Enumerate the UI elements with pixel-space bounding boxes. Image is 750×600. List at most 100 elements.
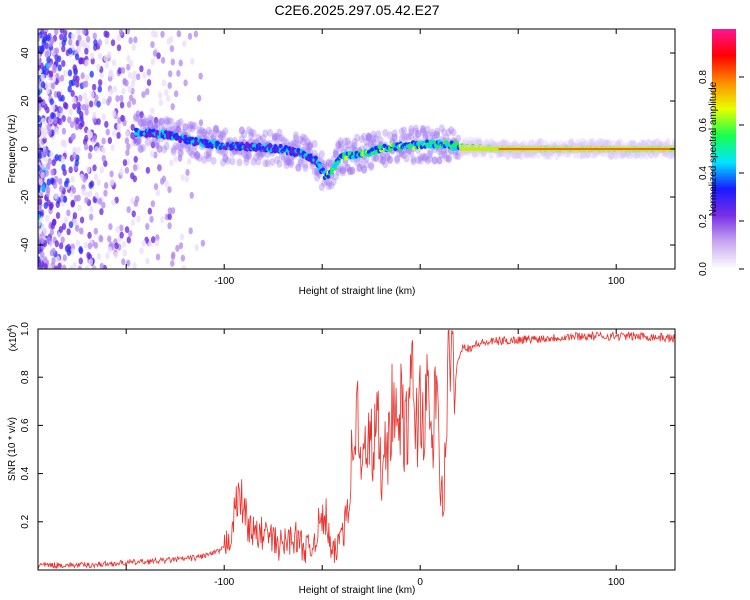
heatmap-cell [394, 156, 401, 165]
heatmap-cell [91, 83, 97, 91]
heatmap-cell [412, 124, 419, 133]
heatmap-cell [116, 44, 122, 52]
heatmap-cell [131, 43, 136, 51]
heatmap-cell [38, 64, 41, 72]
heatmap-cell [62, 254, 67, 262]
heatmap-cell [147, 114, 154, 123]
heatmap-cell [401, 126, 408, 135]
heatmap-cell [308, 153, 313, 159]
heatmap-cell [321, 178, 328, 187]
heatmap-cell [166, 37, 171, 45]
heatmap-cell [626, 151, 633, 160]
heatmap-cell [124, 166, 130, 174]
heatmap-cell [537, 138, 544, 147]
heatmap-cell [53, 117, 58, 125]
heatmap-cell [113, 251, 119, 259]
heatmap-cell [220, 148, 227, 157]
heatmap-cell [182, 122, 189, 131]
heatmap-cell [408, 149, 415, 158]
heatmap-cell [38, 144, 41, 152]
heatmap-cell [405, 132, 412, 141]
heatmap-cell [224, 156, 231, 165]
heatmap-cell [99, 71, 104, 79]
heatmap-cell [589, 137, 596, 146]
heatmap-cell [160, 30, 165, 38]
heatmap-cell [124, 130, 130, 138]
heatmap-cell [66, 248, 72, 256]
heatmap-cell [110, 39, 116, 47]
heatmap-cell [377, 136, 384, 145]
heatmap-cell [132, 163, 138, 171]
spectrogram-ylabel: Frequency (Hz) [7, 115, 18, 184]
heatmap-cell [156, 118, 163, 127]
heatmap-cell [290, 139, 297, 148]
heatmap-cell [99, 166, 104, 174]
heatmap-cell [158, 117, 165, 126]
heatmap-cell [154, 142, 160, 150]
heatmap-cell [133, 36, 138, 44]
heatmap-cell [126, 54, 131, 62]
heatmap-cell [302, 134, 309, 143]
heatmap-cell [142, 118, 149, 127]
heatmap-cell [274, 155, 281, 164]
heatmap-cell [337, 163, 344, 172]
heatmap-cell [82, 29, 87, 36]
heatmap-cell [96, 63, 101, 71]
heatmap-cell [76, 29, 82, 35]
heatmap-cell [190, 57, 195, 65]
heatmap-cell [196, 129, 203, 138]
heatmap-cell [304, 137, 311, 146]
heatmap-cell [49, 177, 55, 185]
heatmap-cell [58, 106, 64, 114]
heatmap-cell [78, 227, 84, 235]
heatmap-cell [135, 110, 141, 118]
heatmap-cell [84, 59, 90, 67]
heatmap-cell [40, 81, 46, 89]
heatmap-cell [410, 155, 417, 164]
heatmap-cell [441, 150, 448, 159]
heatmap-cell [38, 45, 43, 53]
heatmap-cell [311, 139, 318, 148]
heatmap-cell [119, 224, 124, 232]
heatmap-cell [198, 119, 204, 127]
heatmap-cell [150, 58, 156, 66]
heatmap-cell [140, 118, 147, 127]
heatmap-cell [379, 156, 386, 165]
heatmap-cell [54, 240, 60, 248]
heatmap-cell [38, 89, 41, 97]
heatmap-cell [434, 130, 441, 139]
heatmap-cell [70, 248, 75, 256]
snr-xtick-label: 100 [608, 577, 625, 588]
heatmap-cell [72, 102, 77, 110]
heatmap-cell [140, 122, 147, 131]
heatmap-cell [455, 152, 462, 161]
heatmap-cell [170, 259, 175, 267]
heatmap-cell [80, 72, 85, 80]
heatmap-cell [203, 130, 210, 139]
heatmap-cell [335, 167, 342, 176]
heatmap-cell [155, 189, 160, 197]
heatmap-cell [438, 124, 445, 133]
heatmap-cell [144, 138, 151, 147]
heatmap-cell [339, 168, 346, 177]
heatmap-cell [445, 155, 452, 164]
heatmap-cell [285, 157, 292, 166]
heatmap-cell [120, 66, 126, 74]
spectrogram-ytick-label: -20 [20, 189, 31, 204]
heatmap-cell [52, 181, 58, 189]
heatmap-cell [349, 166, 356, 175]
heatmap-cell [72, 261, 77, 269]
heatmap-cell [42, 131, 47, 139]
heatmap-cell [75, 239, 80, 247]
heatmap-cell [118, 29, 124, 36]
heatmap-cell [295, 163, 302, 172]
heatmap-cell [194, 151, 201, 160]
heatmap-cell [153, 116, 159, 124]
heatmap-cell [281, 154, 288, 163]
heatmap-cell [67, 47, 73, 55]
heatmap-cell [125, 29, 131, 35]
heatmap-cell [142, 121, 149, 130]
heatmap-cell [245, 126, 252, 135]
heatmap-cell [448, 126, 455, 135]
heatmap-cell [50, 111, 55, 119]
